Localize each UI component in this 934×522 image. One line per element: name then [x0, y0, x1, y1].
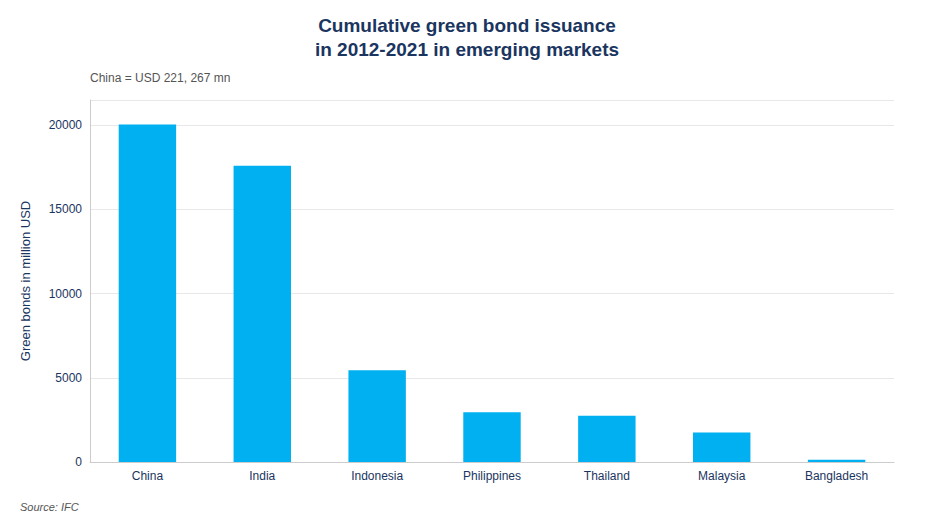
svg-text:India: India — [249, 469, 275, 483]
svg-text:Philippines: Philippines — [463, 469, 521, 483]
svg-text:15000: 15000 — [49, 202, 83, 216]
svg-text:China = USD 221, 267 mn: China = USD 221, 267 mn — [90, 71, 230, 85]
svg-text:10000: 10000 — [49, 287, 83, 301]
svg-text:Thailand: Thailand — [584, 469, 630, 483]
svg-text:in 2012-2021 in emerging marke: in 2012-2021 in emerging markets — [315, 39, 619, 60]
svg-text:Indonesia: Indonesia — [351, 469, 403, 483]
svg-text:5000: 5000 — [55, 371, 82, 385]
svg-text:Source: IFC: Source: IFC — [20, 501, 79, 513]
svg-text:Bangladesh: Bangladesh — [805, 469, 868, 483]
svg-text:Cumulative green bond issuance: Cumulative green bond issuance — [318, 15, 616, 36]
svg-text:Malaysia: Malaysia — [698, 469, 746, 483]
svg-text:China: China — [132, 469, 164, 483]
svg-text:Green bonds in million USD: Green bonds in million USD — [18, 201, 33, 361]
svg-text:0: 0 — [75, 455, 82, 469]
svg-text:20000: 20000 — [49, 118, 83, 132]
